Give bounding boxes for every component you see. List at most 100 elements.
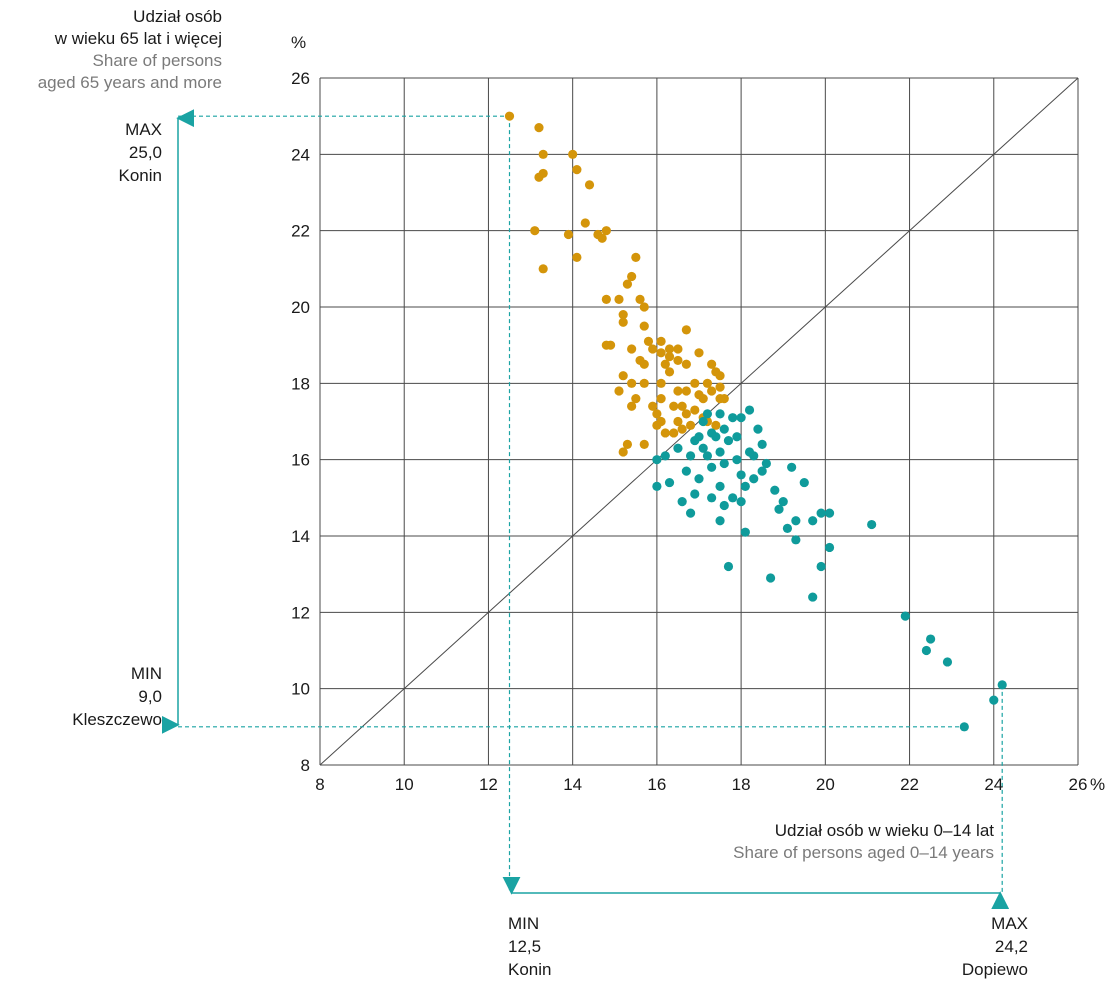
y-min-value: 9,0 [138,687,162,706]
point-teal [685,508,696,518]
point-orange [580,218,590,228]
x-min-label: MIN [508,914,540,933]
y-max-label: MAX [125,120,162,139]
point-orange [673,355,683,366]
y-tick-label: 8 [301,756,310,775]
point-orange [698,394,708,404]
point-teal [719,500,729,511]
point-orange [643,336,654,346]
y-tick-label: 24 [291,145,310,164]
y-max-value: 25,0 [128,143,162,162]
point-orange [639,378,649,388]
point-teal [791,535,801,545]
point-orange [673,344,683,354]
point-orange [648,344,658,354]
point-teal [702,451,713,461]
point-orange [618,317,628,327]
x-min-annotation: MIN 12,5 Konin [508,912,551,981]
guide-lines [161,109,1010,910]
x-max-place: Dopiewo [961,960,1028,979]
point-orange [656,394,666,404]
point-teal [652,481,662,491]
point-orange [538,264,548,274]
point-teal [787,462,797,472]
y-axis-title: Udział osób w wieku 65 lat i więcej Shar… [0,6,222,94]
point-orange [648,401,658,411]
x-tick-label: 14 [563,775,582,794]
point-teal [816,508,826,518]
x-axis-unit: % [1090,775,1105,794]
point-orange [664,367,675,377]
y-tick-label: 14 [291,527,310,546]
point-teal [867,519,877,530]
point-teal [702,409,713,419]
point-teal [753,424,763,434]
point-orange [673,416,683,427]
x-tick-label: 18 [732,775,751,794]
point-teal [757,439,767,449]
y-axis-title-pl-1: Udział osób [133,7,222,26]
point-orange [639,321,649,331]
point-orange [504,111,515,121]
point-teal [900,611,910,621]
point-teal [736,470,746,480]
x-axis-title: Udział osób w wieku 0–14 lat Share of pe… [733,820,994,864]
point-orange [656,348,666,358]
point-teal [824,508,835,518]
point-teal [808,592,818,602]
point-teal [685,451,696,461]
point-teal [698,416,708,427]
x-max-annotation: MAX 24,2 Dopiewo [900,912,1028,981]
point-orange [652,409,662,419]
y-axis-title-pl-2: w wieku 65 lat i więcej [54,29,222,48]
point-orange [631,252,641,262]
point-orange [656,416,666,427]
point-orange [707,386,717,396]
point-teal [723,435,734,446]
x-tick-label: 26 [1069,775,1088,794]
point-teal [660,451,670,461]
point-orange [597,233,607,243]
point-orange [656,336,666,346]
point-orange [660,428,670,438]
point-teal [791,516,801,526]
point-teal [707,462,717,472]
point-orange [677,424,687,434]
point-orange [568,149,578,159]
point-orange [673,386,683,396]
point-orange [627,378,637,388]
point-orange [614,386,624,396]
point-orange [601,226,611,236]
y-tick-label: 16 [291,451,310,470]
point-orange [690,405,700,415]
x-tick-label: 8 [315,775,324,794]
point-orange [639,439,649,449]
point-orange [601,294,611,304]
point-orange [635,294,645,304]
x-tick-label: 16 [647,775,666,794]
x-min-place: Konin [508,960,552,979]
point-orange [584,180,595,190]
point-teal [782,523,793,533]
y-tick-label: 12 [291,603,310,622]
point-teal [681,466,691,476]
point-teal [719,458,729,469]
point-teal [673,443,683,453]
x-axis-title-en: Share of persons aged 0–14 years [733,843,994,862]
x-max-label: MAX [991,914,1028,933]
point-teal [744,405,755,415]
point-orange [538,149,548,159]
point-orange [669,401,679,411]
point-teal [799,477,809,488]
point-orange [660,359,670,369]
x-tick-label: 24 [984,775,1003,794]
y-axis-title-en-1: Share of persons [92,51,222,70]
x-axis-title-pl: Udział osób w wieku 0–14 lat [774,821,994,840]
point-teal [719,424,729,434]
point-orange [685,420,696,430]
point-orange [572,165,582,175]
point-orange [618,447,628,457]
point-orange [669,428,679,438]
point-orange [677,401,687,411]
point-orange [627,271,637,282]
